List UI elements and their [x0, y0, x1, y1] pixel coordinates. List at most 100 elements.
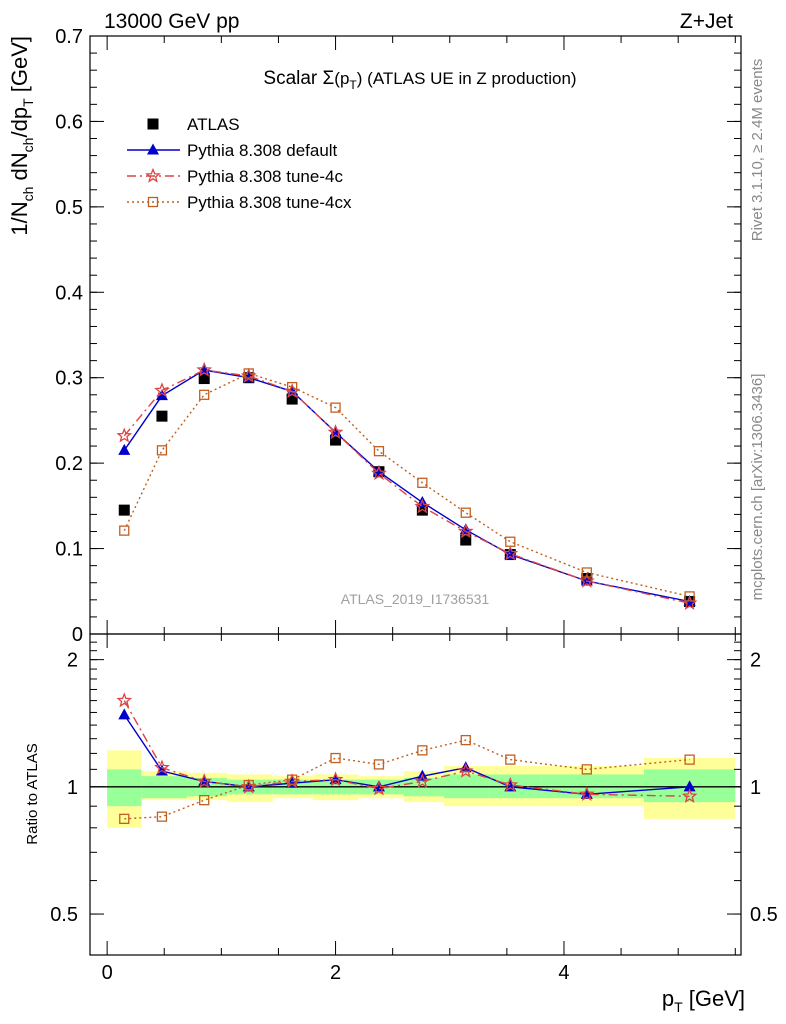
ratio-line-pythia-8-308-tune-4c [123, 700, 690, 797]
data-point-pythia-8-308-tune-4cx [119, 525, 130, 536]
ratio-point-pythia-8-308-tune-4c [116, 692, 133, 708]
data-point-pythia-8-308-tune-4cx [581, 567, 592, 578]
plot-title-prefix: Scalar [263, 68, 322, 89]
ratio-point-pythia-8-308-tune-4cx [417, 745, 428, 756]
data-point-pythia-8-308-tune-4cx [330, 402, 341, 413]
series-line-pythia-8-308-tune-4c [123, 369, 690, 604]
ratio-point-pythia-8-308-default [118, 708, 131, 720]
ratio-panel: 0.5 0.5 1 1 2 2 0 2 4 Ratio to ATLAS pT [GeV] [24, 633, 778, 1015]
ratio-point-pythia-8-308-tune-4c [681, 787, 698, 803]
data-point-pythia-8-308-tune-4cx [417, 477, 428, 488]
ratio-point-pythia-8-308-tune-4cx [581, 764, 592, 775]
data-point-pythia-8-308-tune-4c [116, 427, 133, 443]
data-point-pythia-8-308-default [155, 389, 168, 401]
data-point-pythia-8-308-tune-4c [414, 498, 431, 514]
main-ylabel-a: 1/N [7, 201, 32, 235]
y-tick-label: 0.4 [55, 282, 83, 304]
main-ylabel-b-sub: ch [20, 138, 36, 153]
series-pythia-8-308-tune-4cx [119, 368, 695, 602]
ratio-point-pythia-8-308-tune-4cx [199, 795, 210, 806]
ratio-series-pythia-8-308-tune-4cx [119, 734, 695, 824]
ratio-point-pythia-8-308-tune-4cx [287, 774, 298, 785]
ratio-y-tick-label: 2 [67, 650, 78, 672]
ratio-y-tick-label-right: 2 [750, 650, 761, 672]
ratio-y-tick-label: 0.5 [50, 904, 78, 926]
main-ylabel-a-sub: ch [20, 187, 36, 202]
plot-title-sub: T [349, 78, 357, 92]
rivet-version-label: Rivet 3.1.10, ≥ 2.4M events [749, 59, 766, 242]
ratio-point-pythia-8-308-tune-4c [457, 762, 474, 778]
ratio-point-pythia-8-308-tune-4c [502, 776, 519, 792]
data-point-pythia-8-308-tune-4cx [684, 591, 695, 602]
y-tick-label: 0.5 [55, 197, 83, 219]
data-point-atlas [286, 393, 298, 405]
data-point-atlas [156, 410, 168, 422]
data-point-pythia-8-308-tune-4cx [460, 507, 471, 518]
ratio-point-pythia-8-308-tune-4cx [330, 752, 341, 764]
data-point-pythia-8-308-tune-4cx [199, 389, 210, 400]
main-ylabel: 1/Nch dNch/dpT [GeV] [7, 36, 36, 236]
x-axis-label-sub: T [674, 999, 683, 1015]
ratio-point-pythia-8-308-tune-4cx [373, 759, 385, 770]
ratio-point-pythia-8-308-default [683, 780, 696, 792]
main-ylabel-c-sub: T [20, 98, 36, 107]
legend-marker-pythia-8-308-tune-4c [145, 167, 161, 183]
data-point-pythia-8-308-default [118, 443, 131, 455]
legend-marker-atlas [147, 118, 159, 130]
data-point-pythia-8-308-tune-4cx [156, 445, 168, 456]
legend-label-pythia-8-308-tune-4c: Pythia 8.308 tune-4c [187, 167, 343, 186]
plot-title-sigma: Σ [323, 68, 335, 89]
ratio-point-pythia-8-308-tune-4cx [156, 811, 168, 822]
ratio-y-tick-label-right: 1 [750, 777, 761, 799]
legend-label-atlas: ATLAS [187, 115, 240, 134]
main-ylabel-c: /dp [7, 107, 32, 138]
data-point-atlas [460, 534, 472, 546]
plot-title-suffix: ) [357, 69, 363, 88]
legend-entry-pythia-8-308-tune-4c: Pythia 8.308 tune-4c [127, 167, 343, 186]
data-point-pythia-8-308-tune-4c [327, 424, 344, 440]
main-ylabel-d: [GeV] [7, 36, 32, 98]
legend-label-pythia-8-308-tune-4cx: Pythia 8.308 tune-4cx [187, 193, 352, 212]
ratio-line-pythia-8-308-tune-4cx [124, 739, 690, 820]
data-point-pythia-8-308-tune-4cx [505, 536, 516, 547]
legend-entry-atlas: ATLAS [147, 115, 240, 134]
ratio-y-tick-label: 1 [67, 777, 78, 799]
x-tick-label: 2 [330, 962, 341, 984]
plot-title: Scalar Σ(pT) (ATLAS UE in Z production) [263, 68, 576, 92]
y-tick-label: 0 [72, 624, 83, 646]
plot-title-p: (p [334, 69, 349, 88]
data-point-pythia-8-308-tune-4cx [373, 446, 385, 457]
ratio-point-pythia-8-308-tune-4cx [505, 754, 516, 765]
analysis-watermark: ATLAS_2019_I1736531 [341, 591, 490, 607]
ratio-point-pythia-8-308-tune-4c [414, 773, 431, 789]
data-point-pythia-8-308-tune-4c [196, 361, 213, 377]
x-axis-label-unit: [GeV] [683, 986, 745, 1011]
data-point-pythia-8-308-tune-4c [457, 523, 474, 539]
uncertainty-band-inner [107, 769, 142, 807]
x-axis-label: pT [GeV] [662, 986, 745, 1015]
data-point-pythia-8-308-tune-4c [154, 382, 170, 398]
plot-title-rest: (ATLAS UE in Z production) [362, 69, 576, 88]
header-left-label: 13000 GeV pp [104, 10, 239, 33]
ratio-ylabel: Ratio to ATLAS [24, 743, 41, 844]
ratio-point-pythia-8-308-tune-4cx [119, 813, 130, 824]
ratio-point-pythia-8-308-tune-4c [196, 773, 213, 789]
data-point-pythia-8-308-tune-4c [502, 545, 519, 561]
legend-entry-pythia-8-308-default: Pythia 8.308 default [127, 141, 338, 160]
header-right-label: Z+Jet [680, 10, 733, 33]
data-point-pythia-8-308-tune-4c [371, 465, 387, 481]
series-line-pythia-8-308-tune-4cx [123, 372, 690, 598]
ratio-point-pythia-8-308-tune-4c [371, 780, 387, 796]
y-tick-label: 0.1 [55, 539, 83, 561]
ratio-point-pythia-8-308-tune-4c [154, 759, 170, 775]
data-point-atlas [118, 504, 130, 516]
x-tick-label: 0 [102, 962, 113, 984]
legend: ATLAS Pythia 8.308 default Pythia 8.308 tu… [127, 115, 352, 212]
y-tick-label: 0.7 [55, 26, 83, 48]
ratio-point-pythia-8-308-tune-4cx [684, 754, 695, 765]
y-tick-label: 0.6 [55, 111, 83, 133]
ratio-point-pythia-8-308-tune-4c [327, 771, 344, 787]
ratio-point-pythia-8-308-tune-4cx [243, 779, 254, 791]
mcplots-label: mcplots.cern.ch [arXiv:1306.3436] [749, 374, 766, 601]
